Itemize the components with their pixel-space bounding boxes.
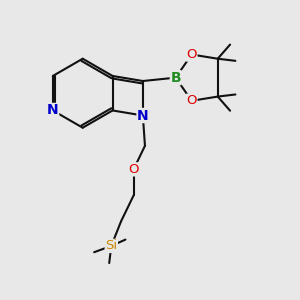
- Text: O: O: [186, 94, 197, 107]
- Text: O: O: [186, 48, 197, 61]
- Text: N: N: [137, 109, 149, 122]
- Text: N: N: [47, 103, 58, 118]
- Text: B: B: [170, 71, 181, 85]
- Text: Si: Si: [105, 239, 117, 252]
- Text: O: O: [128, 163, 139, 176]
